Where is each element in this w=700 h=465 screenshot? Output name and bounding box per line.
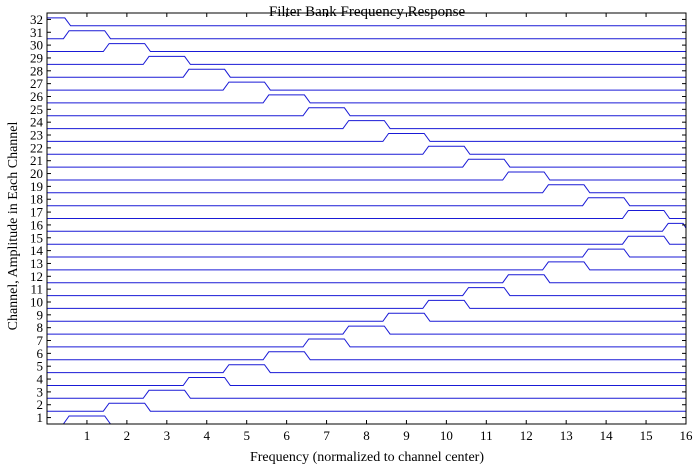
channel-30-response-line <box>47 43 686 52</box>
channel-24-response-line <box>47 120 686 130</box>
y-tick-label: 11 <box>30 282 43 297</box>
x-tick-label: 6 <box>283 428 290 443</box>
y-tick-label: 1 <box>37 410 44 425</box>
x-tick-label: 14 <box>600 428 614 443</box>
chart-title: Filter Bank Frequency Response <box>269 4 466 20</box>
channel-19-response-line <box>47 184 686 194</box>
y-tick-label: 21 <box>30 153 43 168</box>
series-layer <box>47 17 687 425</box>
channel-9-response-line <box>47 312 686 322</box>
y-tick-label: 24 <box>30 115 44 130</box>
channel-2-response-line <box>47 402 686 412</box>
y-tick-label: 25 <box>30 102 43 117</box>
channel-20-response-line <box>47 171 686 181</box>
y-tick-label: 23 <box>30 128 43 143</box>
channel-25-response-line <box>47 107 686 117</box>
channel-6-response-line <box>47 351 686 361</box>
y-tick-label: 32 <box>30 12 43 27</box>
y-tick-label: 2 <box>37 397 44 412</box>
x-axis-label: Frequency (normalized to channel center) <box>250 450 484 465</box>
y-tick-label: 30 <box>30 38 43 53</box>
y-tick-label: 9 <box>37 307 44 322</box>
channel-14-response-line <box>47 248 686 258</box>
channel-32-response-line <box>47 17 686 27</box>
y-tick-label: 31 <box>30 25 43 40</box>
y-tick-label: 18 <box>30 192 43 207</box>
y-tick-label: 20 <box>30 166 43 181</box>
axes-layer: 1 2 3 4 5 6 7 8 9 10 11 12 13 14 15 1612345678910111213… <box>30 12 693 443</box>
channel-17-response-line <box>47 210 686 219</box>
y-tick-label: 4 <box>37 372 44 387</box>
x-tick-label: 7 <box>323 428 330 443</box>
channel-26-response-line <box>47 94 686 104</box>
x-tick-label: 16 <box>680 428 694 443</box>
y-tick-label: 3 <box>37 384 44 399</box>
channel-4-response-line <box>47 377 686 386</box>
x-tick-label: 2 <box>124 428 131 443</box>
x-tick-label: 4 <box>204 428 211 443</box>
channel-29-response-line <box>47 55 686 65</box>
y-tick-label: 19 <box>30 179 43 194</box>
y-tick-label: 15 <box>30 230 43 245</box>
y-tick-label: 22 <box>30 140 43 155</box>
channel-7-response-line <box>47 338 686 348</box>
channel-22-response-line <box>47 145 686 155</box>
y-tick-label: 16 <box>30 217 44 232</box>
y-tick-label: 27 <box>30 76 44 91</box>
y-tick-label: 8 <box>37 320 44 335</box>
channel-27-response-line <box>47 81 686 91</box>
y-tick-label: 12 <box>30 269 43 284</box>
y-tick-label: 26 <box>30 89 44 104</box>
y-tick-label: 17 <box>30 205 44 220</box>
channel-21-response-line <box>47 158 686 168</box>
y-tick-label: 5 <box>37 359 44 374</box>
x-tick-label: 12 <box>520 428 533 443</box>
channel-5-response-line <box>47 364 686 374</box>
channel-28-response-line <box>47 68 686 78</box>
y-axis-label: Channel, Amplitude in Each Channel <box>6 121 21 330</box>
channel-23-response-line <box>47 133 686 142</box>
channel-8-response-line <box>47 325 686 335</box>
channel-12-response-line <box>47 274 686 284</box>
channel-15-response-line <box>47 235 686 245</box>
y-tick-label: 6 <box>37 346 44 361</box>
y-tick-label: 10 <box>30 294 43 309</box>
x-tick-label: 1 <box>84 428 91 443</box>
y-tick-label: 14 <box>30 243 44 258</box>
x-tick-label: 5 <box>243 428 250 443</box>
x-tick-label: 8 <box>363 428 370 443</box>
channel-16-response-line <box>47 222 687 232</box>
y-tick-label: 28 <box>30 63 43 78</box>
channel-3-response-line <box>47 389 686 399</box>
x-tick-label: 10 <box>440 428 453 443</box>
x-tick-label: 9 <box>403 428 410 443</box>
channel-18-response-line <box>47 197 686 207</box>
channel-13-response-line <box>47 261 686 271</box>
x-tick-label: 13 <box>560 428 573 443</box>
y-tick-label: 29 <box>30 50 43 65</box>
channel-10-response-line <box>47 299 686 309</box>
y-tick-label: 13 <box>30 256 43 271</box>
y-tick-label: 7 <box>37 333 44 348</box>
x-tick-label: 11 <box>480 428 493 443</box>
x-tick-label: 3 <box>164 428 171 443</box>
channel-11-response-line <box>47 287 686 297</box>
channel-31-response-line <box>47 30 686 40</box>
x-tick-label: 15 <box>640 428 653 443</box>
